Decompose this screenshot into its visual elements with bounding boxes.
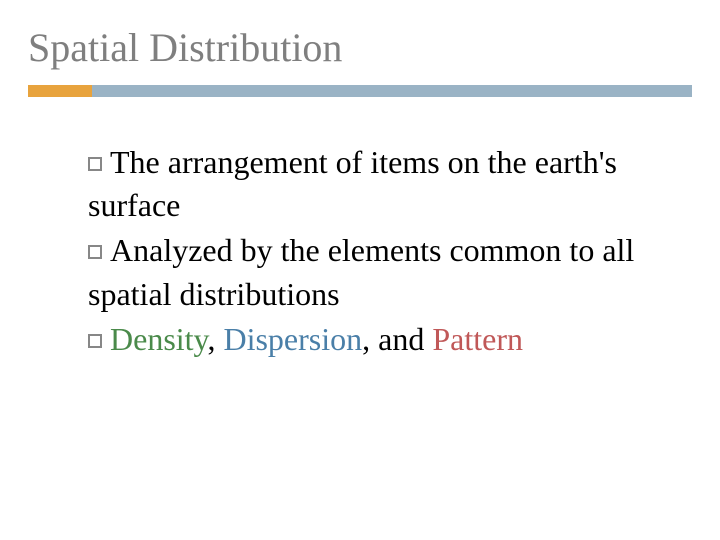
bullet-marker-icon [88,334,102,348]
rule-accent [28,85,92,97]
rule-main [92,85,692,97]
bullet-marker-icon [88,245,102,259]
bullet-item: Analyzed by the elements common to all s… [88,229,656,315]
separator: , [207,321,223,357]
keyword-dispersion: Dispersion [223,321,362,357]
bullet-text: The arrangement of items on the earth's … [88,144,617,223]
keyword-pattern: Pattern [432,321,523,357]
bullet-text: Analyzed by the elements common to all s… [88,232,634,311]
slide-title: Spatial Distribution [28,24,692,71]
content-area: The arrangement of items on the earth's … [28,141,692,361]
bullet-item: Density, Dispersion, and Pattern [88,318,656,361]
bullet-item: The arrangement of items on the earth's … [88,141,656,227]
slide-container: Spatial Distribution The arrangement of … [0,0,720,540]
bullet-marker-icon [88,157,102,171]
separator: , and [362,321,432,357]
keyword-density: Density [110,321,207,357]
title-rule [28,85,692,97]
